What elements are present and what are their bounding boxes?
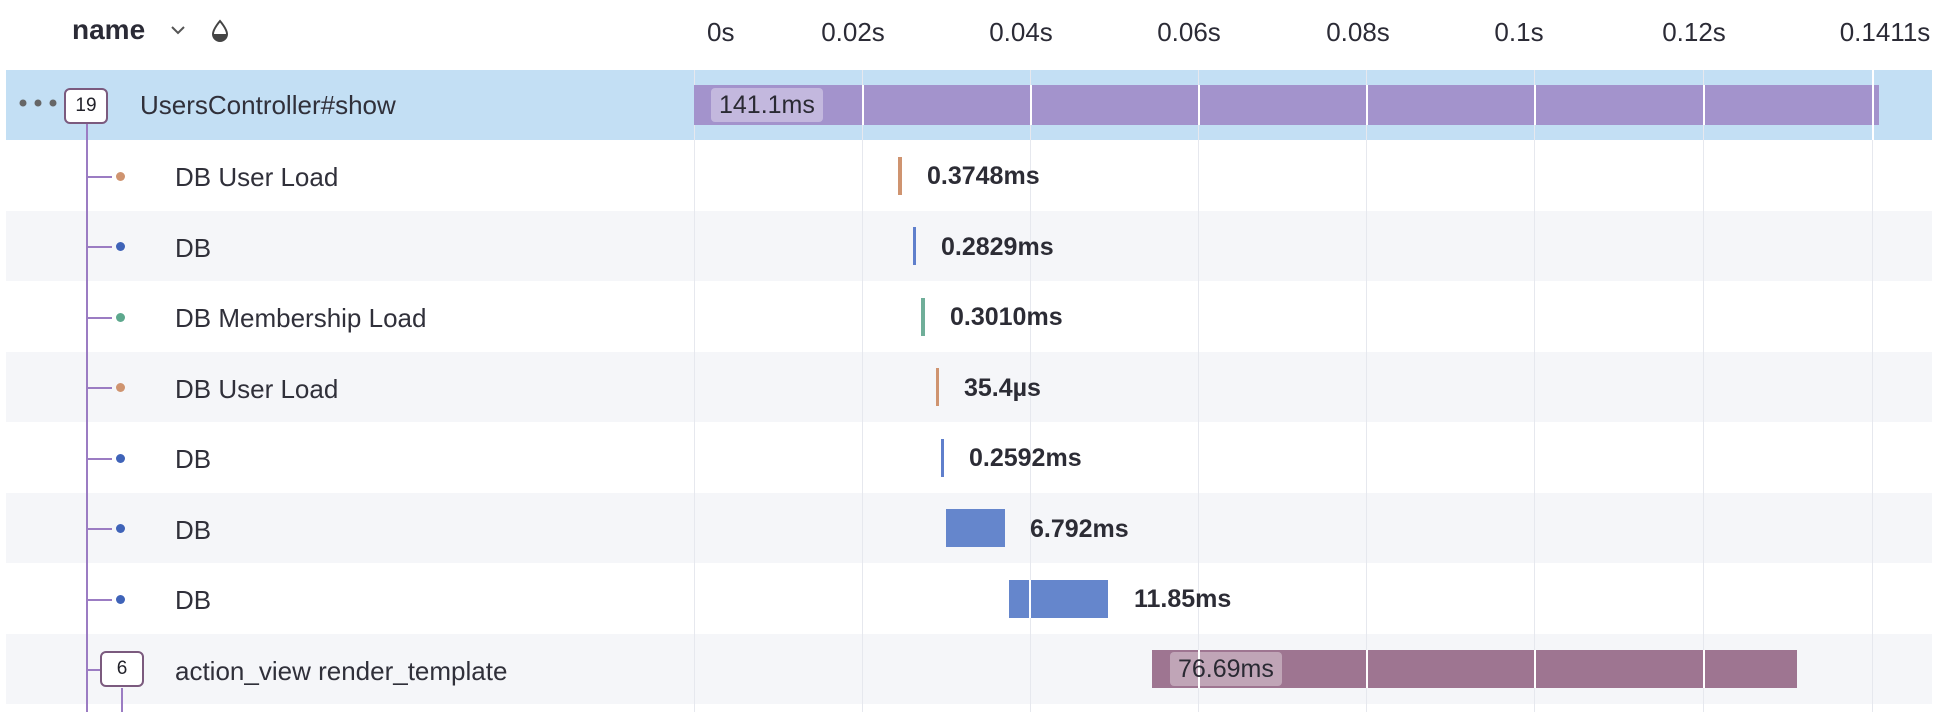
span-row[interactable]	[6, 352, 1932, 422]
tree-connector	[88, 669, 101, 671]
axis-tick-label: 0s	[707, 17, 735, 47]
span-bar[interactable]	[898, 157, 902, 195]
span-duration-label: 0.3010ms	[950, 303, 1063, 331]
span-row[interactable]	[6, 564, 1932, 634]
span-name[interactable]: DB Membership Load	[175, 303, 427, 333]
span-name[interactable]: DB	[175, 515, 212, 545]
span-name[interactable]: action_view render_template	[175, 656, 508, 686]
span-duration-label: 35.4µs	[964, 374, 1041, 402]
bar-gridline	[862, 85, 864, 125]
bar-gridline	[1703, 85, 1705, 125]
span-name[interactable]: DB	[175, 444, 212, 474]
axis-tick-label: 0.12s	[1662, 17, 1726, 47]
span-name[interactable]: DB User Load	[175, 374, 339, 404]
axis-tick-label: 0.02s	[821, 17, 885, 47]
bar-gridline	[1198, 85, 1200, 125]
span-row[interactable]	[6, 211, 1932, 281]
span-bar[interactable]	[936, 368, 939, 406]
span-dot-icon	[116, 383, 125, 392]
span-dot-icon	[116, 454, 125, 463]
tree-connector	[88, 176, 112, 178]
axis-tick-label: 0.1s	[1494, 17, 1544, 47]
tree-connector	[121, 688, 123, 712]
bar-gridline	[1366, 85, 1368, 125]
span-dot-icon	[116, 313, 125, 322]
span-bar[interactable]	[1152, 650, 1797, 688]
span-name[interactable]: UsersController#show	[140, 90, 396, 120]
span-dot-icon	[116, 242, 125, 251]
span-rows	[6, 70, 1932, 712]
span-bar[interactable]	[913, 227, 916, 265]
span-dot-icon	[116, 172, 125, 181]
span-dot-icon	[116, 524, 125, 533]
timeline-header: name 0s 0.02s 0.04s 0.06s 0.08s 0.1s 0.1…	[0, 0, 1938, 68]
span-bar[interactable]	[946, 509, 1005, 547]
tree-connector	[88, 387, 112, 389]
span-bar[interactable]	[921, 298, 925, 336]
tree-connector	[88, 317, 112, 319]
tree-connector	[88, 458, 112, 460]
tree-connector	[88, 528, 112, 530]
axis-tick-label: 0.08s	[1326, 17, 1390, 47]
bar-gridline	[1872, 70, 1874, 140]
child-count-badge[interactable]: 6	[100, 651, 144, 687]
bar-gridline	[1703, 650, 1705, 688]
span-duration-label: 141.1ms	[711, 88, 823, 122]
bar-gridline	[1534, 85, 1536, 125]
bar-gridline	[1029, 580, 1031, 618]
child-count-badge[interactable]: 19	[64, 88, 108, 124]
chevron-down-icon[interactable]	[168, 20, 188, 40]
span-duration-label: 0.2829ms	[941, 233, 1054, 261]
span-duration-label: 6.792ms	[1030, 515, 1129, 543]
span-duration-label: 76.69ms	[1170, 652, 1282, 686]
span-bar[interactable]	[1009, 580, 1108, 618]
axis-tick-label: 0.04s	[989, 17, 1053, 47]
bar-gridline	[1366, 650, 1368, 688]
more-options-icon[interactable]	[16, 96, 62, 110]
axis-tick-label: 0.1411s	[1839, 17, 1931, 47]
span-name[interactable]: DB	[175, 585, 212, 615]
tree-connector	[88, 246, 112, 248]
span-name[interactable]: DB User Load	[175, 162, 339, 192]
span-bar[interactable]	[694, 85, 1879, 125]
name-column-header[interactable]: name	[72, 14, 146, 45]
tree-connector	[88, 599, 112, 601]
axis-tick-label: 0.06s	[1157, 17, 1221, 47]
tree-connector	[86, 106, 88, 712]
drop-icon[interactable]	[208, 18, 232, 44]
span-dot-icon	[116, 595, 125, 604]
span-duration-label: 11.85ms	[1134, 585, 1232, 613]
span-name[interactable]: DB	[175, 233, 212, 263]
span-duration-label: 0.2592ms	[969, 444, 1082, 472]
span-bar[interactable]	[941, 439, 944, 477]
bar-gridline	[1198, 650, 1200, 688]
bar-gridline	[1534, 650, 1536, 688]
span-duration-label: 0.3748ms	[927, 162, 1040, 190]
bar-gridline	[1030, 85, 1032, 125]
